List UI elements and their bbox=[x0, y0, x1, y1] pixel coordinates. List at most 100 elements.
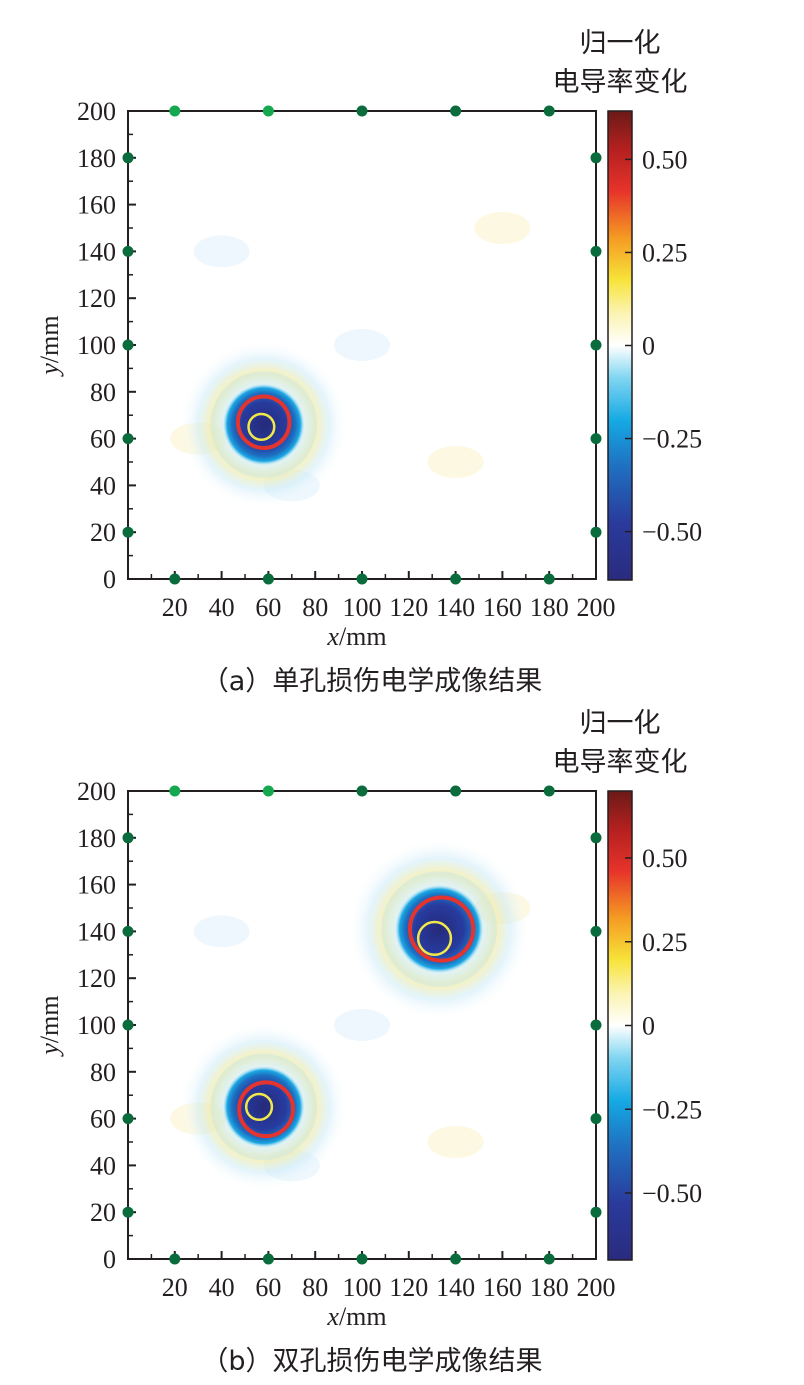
y-tick-label: 120 bbox=[77, 964, 116, 993]
damage-outline-yellow bbox=[247, 412, 276, 442]
y-tick-label: 140 bbox=[77, 237, 116, 266]
colorbar-scale bbox=[607, 790, 633, 1261]
y-axis-variable: y bbox=[35, 1043, 64, 1058]
damage-outline-yellow bbox=[244, 1092, 274, 1122]
sensor-electrode bbox=[262, 785, 274, 797]
y-tick-label: 180 bbox=[77, 824, 116, 853]
caption-b: （b）双孔损伤电学成像结果 bbox=[201, 1346, 542, 1377]
damage-outline-red bbox=[407, 895, 476, 963]
y-tick-label: 100 bbox=[77, 331, 116, 360]
x-axis-variable: x bbox=[326, 1302, 339, 1331]
sensor-electrode bbox=[450, 785, 462, 797]
sensor-electrode bbox=[590, 925, 602, 937]
sensor-electrodes-b bbox=[122, 785, 602, 1265]
x-axis-label-a: x/mm bbox=[326, 622, 386, 651]
sensor-electrode bbox=[122, 1113, 134, 1125]
y-tick-label: 180 bbox=[77, 144, 116, 173]
x-tick-label: 40 bbox=[209, 1273, 235, 1302]
sensor-electrode bbox=[122, 339, 134, 351]
sensor-electrode bbox=[169, 105, 181, 117]
colorbar-title-line1-b: 归一化 bbox=[580, 708, 661, 739]
heatmap-layer-a bbox=[128, 111, 596, 579]
y-tick-label: 200 bbox=[77, 777, 116, 806]
sensor-electrode bbox=[122, 152, 134, 164]
y-tick-label: 20 bbox=[90, 518, 116, 547]
sensor-electrode bbox=[590, 152, 602, 164]
sensor-electrode bbox=[543, 1253, 555, 1265]
sensor-electrode bbox=[356, 105, 368, 117]
x-tick-label: 140 bbox=[436, 593, 475, 622]
sensor-electrode bbox=[590, 526, 602, 538]
x-tick-label: 60 bbox=[255, 593, 281, 622]
x-tick-label: 180 bbox=[530, 593, 569, 622]
sensor-electrode bbox=[169, 785, 181, 797]
sensor-electrode bbox=[543, 785, 555, 797]
sensor-electrode bbox=[590, 1019, 602, 1031]
sensor-electrode bbox=[262, 1253, 274, 1265]
sensor-electrode bbox=[122, 433, 134, 445]
x-tick-label: 180 bbox=[530, 1273, 569, 1302]
sensor-electrode bbox=[122, 526, 134, 538]
y-tick-label: 140 bbox=[77, 917, 116, 946]
y-axis-unit: /mm bbox=[35, 315, 64, 363]
colorbar-tick-label: −0.25 bbox=[642, 1095, 702, 1124]
x-tick-label: 140 bbox=[436, 1273, 475, 1302]
sensor-electrode bbox=[590, 1113, 602, 1125]
sensor-electrode bbox=[543, 105, 555, 117]
colorbar-tick-label: 0.25 bbox=[642, 238, 688, 267]
y-tick-label: 200 bbox=[77, 97, 116, 126]
x-tick-label: 100 bbox=[343, 1273, 382, 1302]
sensor-electrode bbox=[590, 339, 602, 351]
colorbar-tick-label: 0.50 bbox=[642, 145, 688, 174]
heatmap-artifact bbox=[334, 329, 390, 361]
heatmap-artifact bbox=[334, 1009, 390, 1041]
y-tick-label: 40 bbox=[90, 471, 116, 500]
y-axis-unit: /mm bbox=[35, 995, 64, 1043]
y-tick-label: 80 bbox=[90, 378, 116, 407]
y-axis-label-a: y/mm bbox=[35, 315, 64, 377]
colorbar-tick-label: −0.50 bbox=[642, 1179, 702, 1208]
x-tick-label: 40 bbox=[209, 593, 235, 622]
y-tick-label: 40 bbox=[90, 1151, 116, 1180]
x-tick-label: 120 bbox=[389, 593, 428, 622]
sensor-electrode bbox=[122, 1206, 134, 1218]
colorbar-tick-label: 0.50 bbox=[642, 844, 688, 873]
x-tick-label: 200 bbox=[577, 1273, 616, 1302]
y-tick-label: 160 bbox=[77, 871, 116, 900]
colorbar-title-line2-a: 电导率变化 bbox=[553, 67, 688, 98]
y-tick-label: 100 bbox=[77, 1011, 116, 1040]
x-axis-variable: x bbox=[326, 622, 339, 651]
y-tick-label: 0 bbox=[103, 565, 116, 594]
heatmap-artifact bbox=[427, 446, 484, 478]
x-tick-label: 200 bbox=[577, 593, 616, 622]
x-tick-label: 80 bbox=[302, 1273, 328, 1302]
y-axis-variable: y bbox=[35, 363, 64, 378]
heatmap-artifact bbox=[193, 235, 250, 268]
caption-a: （a）单孔损伤电学成像结果 bbox=[202, 666, 543, 697]
sensor-electrode bbox=[262, 105, 274, 117]
sensor-electrode bbox=[590, 1206, 602, 1218]
sensor-electrode bbox=[590, 245, 602, 257]
heatmap-layer-b bbox=[128, 791, 596, 1259]
x-tick-label: 100 bbox=[343, 593, 382, 622]
sensor-electrode bbox=[122, 925, 134, 937]
damage-outline-red bbox=[235, 394, 292, 450]
x-tick-label: 80 bbox=[302, 593, 328, 622]
heatmap-artifact bbox=[193, 915, 250, 948]
sensor-electrode bbox=[543, 573, 555, 585]
x-tick-label: 160 bbox=[483, 1273, 522, 1302]
sensor-electrode bbox=[122, 1019, 134, 1031]
colorbar-title-line1-a: 归一化 bbox=[580, 28, 661, 59]
y-tick-label: 120 bbox=[77, 284, 116, 313]
sensor-electrode bbox=[122, 245, 134, 257]
x-axis-label-b: x/mm bbox=[326, 1302, 386, 1331]
y-tick-label: 60 bbox=[90, 1105, 116, 1134]
colorbar-tick-label: 0 bbox=[642, 1012, 655, 1041]
damage-outline-yellow bbox=[416, 920, 453, 957]
y-axis-label-b: y/mm bbox=[35, 995, 64, 1057]
sensor-electrodes-a bbox=[122, 105, 602, 585]
sensor-electrode bbox=[450, 1253, 462, 1265]
sensor-electrode bbox=[122, 832, 134, 844]
